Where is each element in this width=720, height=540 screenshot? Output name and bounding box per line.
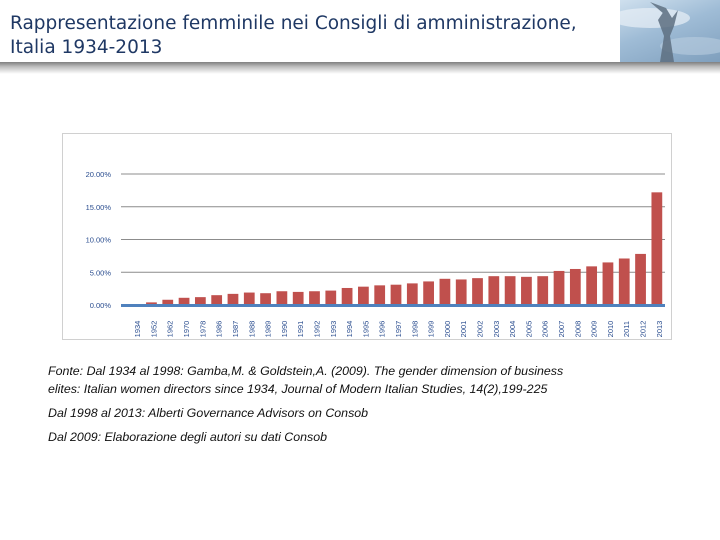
x-tick-label: 2001 (459, 321, 468, 338)
x-tick-label: 1988 (247, 321, 256, 338)
x-tick-label: 1990 (280, 321, 289, 338)
x-axis-line (121, 304, 665, 307)
bar (635, 253, 646, 305)
x-tick-label: 2004 (508, 321, 517, 338)
bar (569, 268, 581, 305)
bar (504, 276, 516, 305)
bar (341, 287, 353, 305)
sources-block: Fonte: Dal 1934 al 1998: Gamba,M. & Gold… (48, 362, 688, 446)
x-tick-label: 1952 (149, 321, 158, 338)
bar (423, 281, 434, 305)
x-tick-label: 2002 (475, 321, 484, 338)
bar (390, 284, 402, 305)
x-tick-label: 2000 (443, 321, 452, 338)
bar (537, 276, 549, 305)
bar (488, 276, 500, 305)
source-line-4: Dal 2009: Elaborazione degli autori su d… (48, 430, 327, 444)
bar (553, 270, 565, 305)
y-tick-label: 20.00% (86, 170, 112, 179)
bar (243, 292, 255, 305)
x-tick-label: 2006 (541, 321, 550, 338)
bar (325, 290, 337, 305)
x-tick-label: 1996 (378, 321, 387, 338)
x-tick-label: 2003 (492, 321, 501, 338)
x-tick-label: 2007 (557, 321, 566, 338)
x-tick-label: 2008 (573, 321, 582, 338)
source-line-3: Dal 1998 al 2013: Alberti Governance Adv… (48, 406, 369, 420)
x-tick-label: 1934 (133, 321, 142, 338)
bar-chart: 0.00% 5.00% 10.00% 15.00% 20.00% 1934 1952 1962… (62, 133, 672, 340)
x-tick-label: 1989 (264, 321, 273, 338)
bar (194, 297, 206, 305)
x-tick-label: 1970 (182, 321, 191, 338)
x-tick-label: 2009 (590, 321, 599, 338)
bar (211, 295, 223, 305)
bar (521, 276, 532, 305)
bar (651, 192, 663, 305)
x-tick-label: 1978 (198, 321, 207, 338)
x-tick-label: 1995 (361, 321, 370, 338)
bar (406, 283, 418, 305)
chart-canvas: 0.00% 5.00% 10.00% 15.00% 20.00% 1934 1952 1962… (86, 170, 665, 338)
x-tick-label: 1998 (410, 321, 419, 338)
bar (358, 286, 369, 305)
title-divider (0, 62, 720, 74)
title-line-2: Italia 1934-2013 (10, 37, 163, 58)
bar (178, 297, 190, 305)
x-tick-label: 2013 (655, 321, 664, 338)
bar (292, 291, 304, 305)
bar (586, 266, 598, 305)
y-tick-label: 15.00% (86, 203, 112, 212)
title-line-1: Rappresentazione femminile nei Consigli … (10, 13, 577, 34)
bar (618, 258, 630, 305)
y-tick-label: 0.00% (90, 301, 112, 310)
x-tick-label: 1994 (345, 321, 354, 338)
bar (276, 291, 288, 305)
source-line-1: Fonte: Dal 1934 al 1998: Gamba,M. & Gold… (48, 364, 564, 378)
bar (162, 299, 174, 305)
x-tick-label: 1986 (215, 321, 224, 338)
x-tick-label: 1993 (329, 321, 338, 338)
slide-title: Rappresentazione femminile nei Consigli … (10, 12, 610, 60)
x-tick-label: 1992 (312, 321, 321, 338)
x-tick-label: 1997 (394, 321, 403, 338)
bar (227, 293, 239, 305)
bar (455, 279, 467, 305)
x-tick-label: 1962 (166, 321, 175, 338)
bar (472, 278, 483, 305)
y-tick-label: 10.00% (86, 236, 112, 245)
bar (260, 293, 271, 305)
y-tick-label: 5.00% (90, 268, 112, 277)
bar (602, 262, 614, 305)
bar (309, 291, 320, 305)
x-tick-label: 2012 (639, 321, 648, 338)
x-tick-label: 2010 (606, 321, 615, 338)
bar (146, 302, 157, 305)
x-tick-label: 1987 (231, 321, 240, 338)
x-tick-label: 2005 (524, 321, 533, 338)
bar (374, 285, 386, 305)
x-tick-label: 2011 (622, 321, 631, 337)
x-tick-label: 1999 (427, 321, 436, 338)
statue-photo-icon (620, 0, 720, 62)
bar (439, 278, 451, 305)
source-line-2: elites: Italian women directors since 19… (48, 382, 548, 396)
x-tick-label: 1991 (296, 321, 305, 338)
